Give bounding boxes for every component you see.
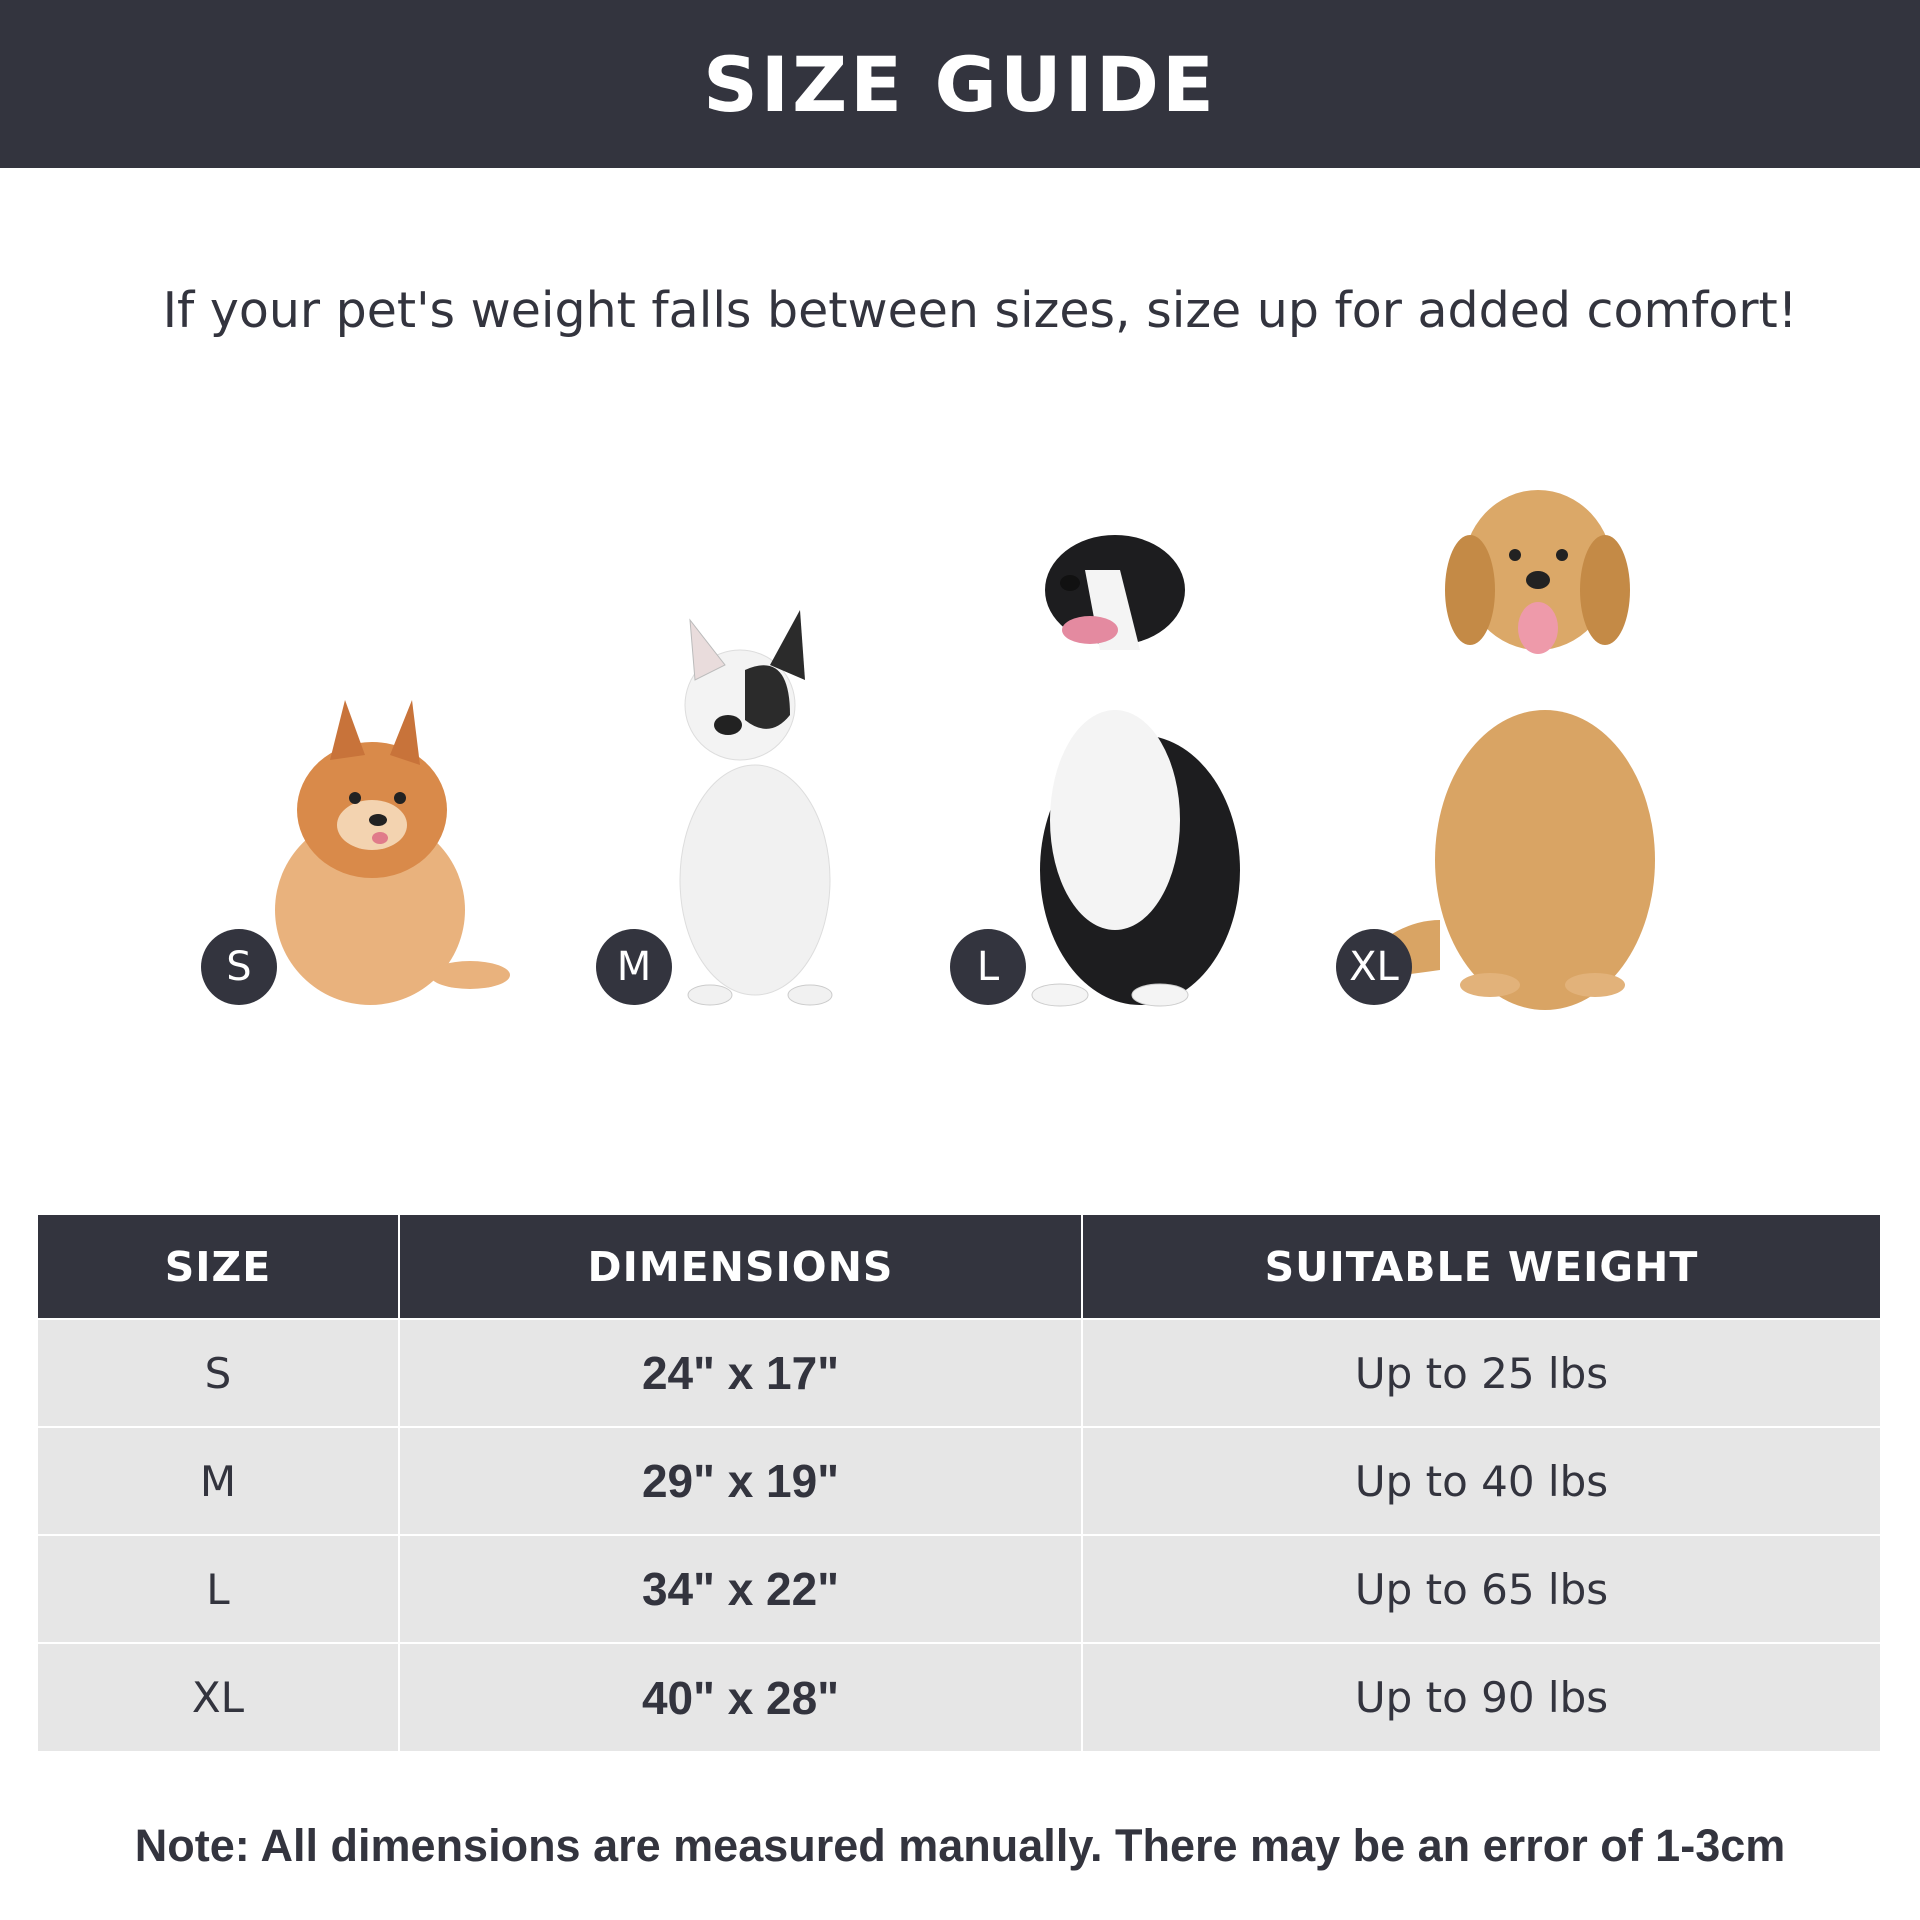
cell-weight: Up to 65 lbs — [1082, 1534, 1880, 1643]
cell-weight: Up to 40 lbs — [1082, 1426, 1880, 1535]
size-badge-l: L — [950, 929, 1026, 1005]
size-badge-xl: XL — [1336, 929, 1412, 1005]
header-weight: SUITABLE WEIGHT — [1082, 1215, 1880, 1319]
cell-weight: Up to 25 lbs — [1082, 1318, 1880, 1427]
cell-dimensions: 34" x 22" — [399, 1534, 1083, 1643]
page-title: SIZE GUIDE — [703, 39, 1217, 129]
header-dimensions: DIMENSIONS — [399, 1215, 1083, 1319]
cell-size: S — [38, 1318, 400, 1427]
cell-size: M — [38, 1426, 400, 1535]
cell-dimensions: 40" x 28" — [399, 1642, 1083, 1751]
table-header-row: SIZE DIMENSIONS SUITABLE WEIGHT — [38, 1215, 1880, 1319]
header-banner: SIZE GUIDE — [0, 0, 1920, 168]
measurement-note: Note: All dimensions are measured manual… — [134, 1820, 1786, 1871]
cell-size: XL — [38, 1642, 400, 1751]
cell-dimensions: 24" x 17" — [399, 1318, 1083, 1427]
table-row: S 24" x 17" Up to 25 lbs — [38, 1318, 1880, 1427]
dog-size-illustrations: S M L XL — [0, 480, 1920, 1020]
cell-weight: Up to 90 lbs — [1082, 1642, 1880, 1751]
cell-size: L — [38, 1534, 400, 1643]
border-collie-image — [1031, 535, 1240, 1007]
size-badge-m: M — [596, 929, 672, 1005]
table-row: L 34" x 22" Up to 65 lbs — [38, 1534, 1880, 1643]
table-row: M 29" x 19" Up to 40 lbs — [38, 1426, 1880, 1535]
pomeranian-image — [275, 700, 510, 1005]
golden-retriever-image — [1340, 490, 1655, 1010]
subtitle: If your pet's weight falls between sizes… — [162, 282, 1798, 339]
header-size: SIZE — [38, 1215, 400, 1319]
french-bulldog-image — [679, 610, 833, 1006]
cell-dimensions: 29" x 19" — [399, 1426, 1083, 1535]
size-table: SIZE DIMENSIONS SUITABLE WEIGHT S 24" x … — [38, 1215, 1880, 1751]
dogs-image — [275, 490, 1655, 1010]
size-badge-s: S — [201, 929, 277, 1005]
table-row: XL 40" x 28" Up to 90 lbs — [38, 1642, 1880, 1751]
